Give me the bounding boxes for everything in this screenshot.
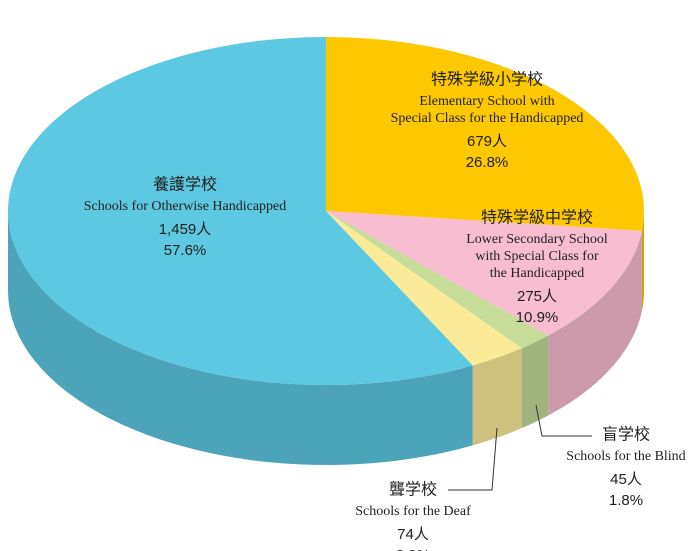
slice-side (8, 211, 473, 465)
slice-side (521, 335, 549, 429)
slice-side (472, 348, 522, 446)
label-en: Special Class for the Handicapped (391, 111, 584, 126)
label-jp: 聾学校 (389, 480, 437, 499)
count-label: 45人 (610, 471, 642, 488)
label-en: Elementary School with (419, 94, 554, 109)
percent-label: 26.8% (466, 154, 509, 171)
count-label: 679人 (467, 133, 507, 150)
count-label: 74人 (397, 526, 429, 543)
percent-label: 2.9% (396, 547, 430, 551)
leader-line (535, 404, 592, 437)
label-en: Schools for the Deaf (355, 504, 471, 519)
label-en: Lower Secondary School (466, 232, 608, 247)
label-en: Schools for the Blind (566, 449, 685, 464)
leader-line (448, 427, 498, 491)
percent-label: 57.6% (164, 242, 207, 259)
label-jp: 特殊学級小学校 (431, 70, 543, 89)
slice-side (548, 230, 642, 416)
slice (8, 37, 473, 385)
percent-label: 1.8% (609, 492, 643, 509)
slice (326, 37, 645, 231)
label-jp: 盲学校 (602, 425, 650, 444)
label-en: Schools for Otherwise Handicapped (84, 199, 287, 214)
slice (326, 211, 642, 336)
count-label: 275人 (517, 288, 557, 305)
slice (326, 211, 549, 349)
label-jp: 特殊学級中学校 (481, 208, 593, 227)
slice (326, 211, 522, 366)
slice-side (641, 211, 644, 311)
label-jp: 養護学校 (153, 175, 217, 194)
count-label: 1,459人 (159, 221, 212, 238)
label-en: the Handicapped (490, 266, 584, 281)
label-en: with Special Class for (475, 249, 599, 264)
percent-label: 10.9% (516, 309, 559, 326)
